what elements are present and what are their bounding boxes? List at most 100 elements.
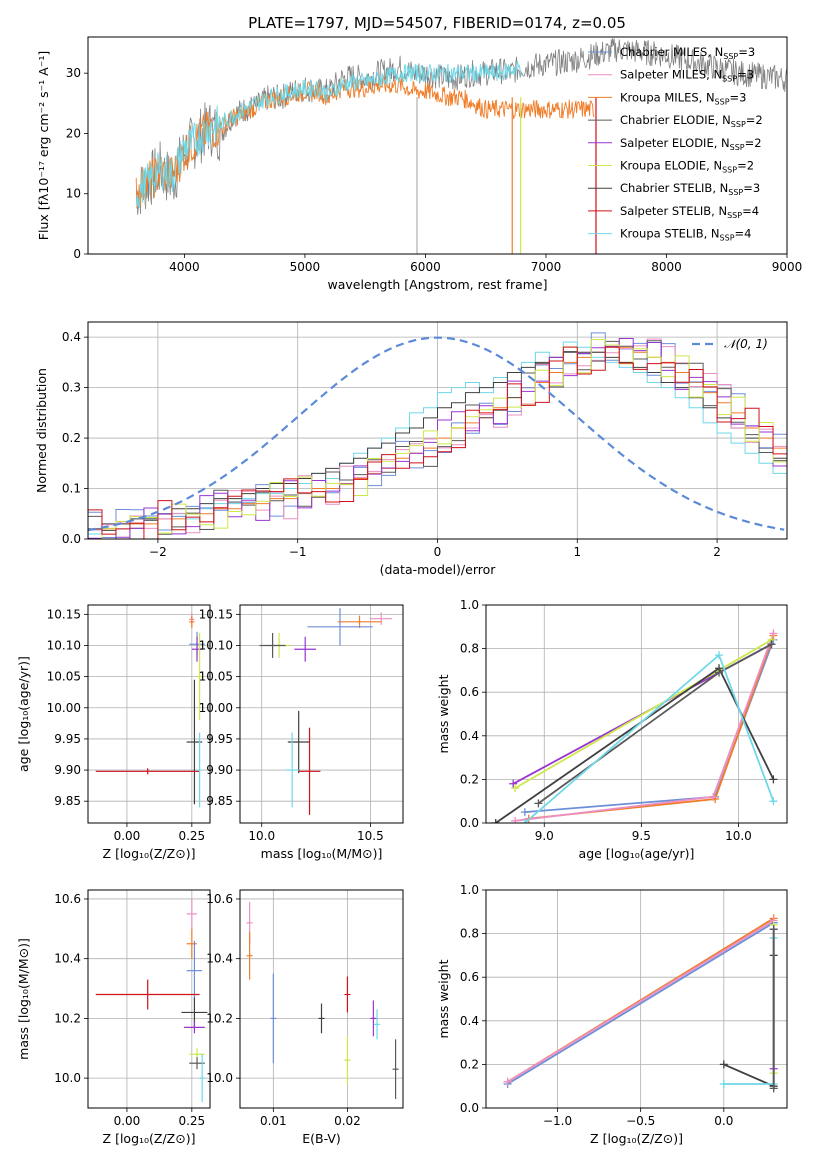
legend-sub: SSP xyxy=(723,52,738,61)
legend: Chabrier MILES, NSSP=3 Salpeter MILES, NS… xyxy=(588,45,763,243)
y-tick-label: 0 xyxy=(73,247,81,261)
legend-suffix: =4 xyxy=(735,227,752,241)
x-tick-label: 4000 xyxy=(169,260,200,274)
legend-sub: SSP xyxy=(722,166,737,175)
y-axis-label: Flux [fλ10⁻¹⁷ erg cm⁻² s⁻¹ A⁻¹] xyxy=(36,51,51,240)
x-tick-label: 0.01 xyxy=(260,1114,287,1128)
x-tick-label: 0.0 xyxy=(714,1114,733,1128)
y-tick-label: 10.4 xyxy=(206,952,233,966)
y-tick-label: 0.0 xyxy=(460,1101,479,1115)
x-tick-label: 9000 xyxy=(772,260,803,274)
y-axis-label: mass weight xyxy=(436,674,451,753)
panel-mass_weight_vs_age: 9.0 9.5 10.0 0.0 0.2 0.4 0.6 0.8 1.0 age [log₁₀(a… xyxy=(436,598,788,861)
legend-sub: SSP xyxy=(722,75,737,84)
model-spectrum-line xyxy=(135,75,595,209)
panel-residuals: −2 −1 0 1 2 0.0 0.1 0.2 0.3 0.4 (data-model)/error… xyxy=(34,321,788,577)
x-axis-label: Z [log₁₀(Z/Z⊙)] xyxy=(103,1131,196,1146)
y-tick-label: 0.8 xyxy=(460,642,479,656)
x-tick-label: 0.25 xyxy=(178,1114,205,1128)
legend-label: 𝒩(0, 1) xyxy=(724,337,768,351)
y-tick-label: 9.95 xyxy=(206,732,233,746)
plot-area-age_vs_Z xyxy=(95,613,205,808)
x-tick-label: 0.02 xyxy=(334,1114,361,1128)
axes-frame xyxy=(87,604,211,824)
y-tick-label: 0.2 xyxy=(460,772,479,786)
plot-area-age_vs_mass xyxy=(259,608,393,815)
y-tick-label: 10.0 xyxy=(206,1071,233,1085)
normal-curve xyxy=(88,336,785,532)
x-axis-label: mass [log₁₀(M/M⊙)] xyxy=(261,846,383,861)
plots-root: 4000 5000 6000 7000 8000 90000102030wavelengt… xyxy=(16,36,803,1146)
axes-frame xyxy=(485,889,788,1109)
y-axis-label: mass [log₁₀(M/M⊙)] xyxy=(16,938,31,1060)
y-tick-label: 0.2 xyxy=(62,431,81,445)
legend-suffix: =3 xyxy=(738,45,755,59)
x-tick-label: 10.5 xyxy=(357,829,384,843)
y-tick-label: 0.2 xyxy=(460,1057,479,1071)
x-tick-label: 6000 xyxy=(410,260,441,274)
y-axis-label: mass weight xyxy=(436,959,451,1038)
legend-label: Kroupa MILES, NSSP=3 xyxy=(620,90,746,106)
axes-frame xyxy=(87,889,211,1109)
series-marker xyxy=(520,819,529,823)
y-tick-label: 10.0 xyxy=(54,1071,81,1085)
y-tick-label: 10.00 xyxy=(199,701,233,715)
series-marker xyxy=(534,799,543,808)
y-tick-label: 10.2 xyxy=(54,1011,81,1025)
series-line xyxy=(507,921,775,1085)
panel-spectrum: 4000 5000 6000 7000 8000 9000 0 10 20 30 wavelengt… xyxy=(36,36,803,292)
y-tick-label: 0.0 xyxy=(62,532,81,546)
y-tick-label: 0.6 xyxy=(460,970,479,984)
y-tick-label: 10.10 xyxy=(199,638,233,652)
y-tick-label: 0.0 xyxy=(460,816,479,830)
x-tick-label: 10.0 xyxy=(248,829,275,843)
x-axis-label: age [log₁₀(age/yr)] xyxy=(579,846,695,861)
y-axis-label: Normed distribution xyxy=(34,368,49,493)
y-tick-label: 10.10 xyxy=(47,638,81,652)
data-spectrum-line xyxy=(135,37,787,215)
panel-mass_weight_vs_Z: −1.0 −0.5 0.0 0.0 0.2 0.4 0.6 0.8 1.0 Z [log₁₀(Z/… xyxy=(436,883,788,1146)
series-marker xyxy=(511,784,520,793)
series-line xyxy=(507,919,775,1083)
panel-mass_vs_ebv: 0.01 0.02 10.0 10.2 10.4 10.6 E(B-V) xyxy=(206,889,404,1146)
legend-label: Kroupa ELODIE, NSSP=2 xyxy=(620,159,754,175)
y-tick-label: 9.90 xyxy=(206,763,233,777)
x-tick-label: 2 xyxy=(713,545,721,559)
y-tick-label: 10.00 xyxy=(47,701,81,715)
y-tick-label: 10.05 xyxy=(199,670,233,684)
y-tick-label: 9.85 xyxy=(54,794,81,808)
y-tick-label: 0.4 xyxy=(62,330,81,344)
series-marker xyxy=(769,629,778,638)
y-tick-label: 10.2 xyxy=(206,1011,233,1025)
x-tick-label: 5000 xyxy=(290,260,321,274)
plot-area-mass_weight_vs_age xyxy=(491,629,778,823)
x-tick-label: −0.5 xyxy=(626,1114,655,1128)
series-marker xyxy=(767,640,776,649)
series-marker xyxy=(719,1060,728,1069)
y-tick-label: 10.05 xyxy=(47,670,81,684)
axes-frame xyxy=(87,321,788,540)
axes-frame xyxy=(239,889,404,1109)
legend-label: Salpeter ELODIE, NSSP=2 xyxy=(620,136,762,152)
x-tick-label: 0.00 xyxy=(114,829,141,843)
y-tick-label: 10.15 xyxy=(199,607,233,621)
series-marker xyxy=(491,819,500,823)
stelib-spectrum-line xyxy=(135,60,523,209)
series-marker xyxy=(509,779,518,788)
y-tick-label: 0.4 xyxy=(460,729,479,743)
y-tick-label: 0.4 xyxy=(460,1014,479,1028)
legend-label: Kroupa STELIB, NSSP=4 xyxy=(620,227,751,243)
x-tick-label: −1.0 xyxy=(543,1114,572,1128)
series-marker xyxy=(719,1080,728,1089)
legend-label: Chabrier STELIB, NSSP=3 xyxy=(620,181,760,197)
axes-frame xyxy=(239,604,404,824)
legend-label: Salpeter STELIB, NSSP=4 xyxy=(620,204,759,220)
legend-sub: SSP xyxy=(727,211,742,220)
histogram-step xyxy=(88,346,787,539)
series-marker xyxy=(715,668,724,677)
y-tick-label: 0.8 xyxy=(460,927,479,941)
y-tick-label: 1.0 xyxy=(460,598,479,612)
series-line xyxy=(514,639,772,789)
plot-area-mass_vs_Z xyxy=(95,898,208,1103)
